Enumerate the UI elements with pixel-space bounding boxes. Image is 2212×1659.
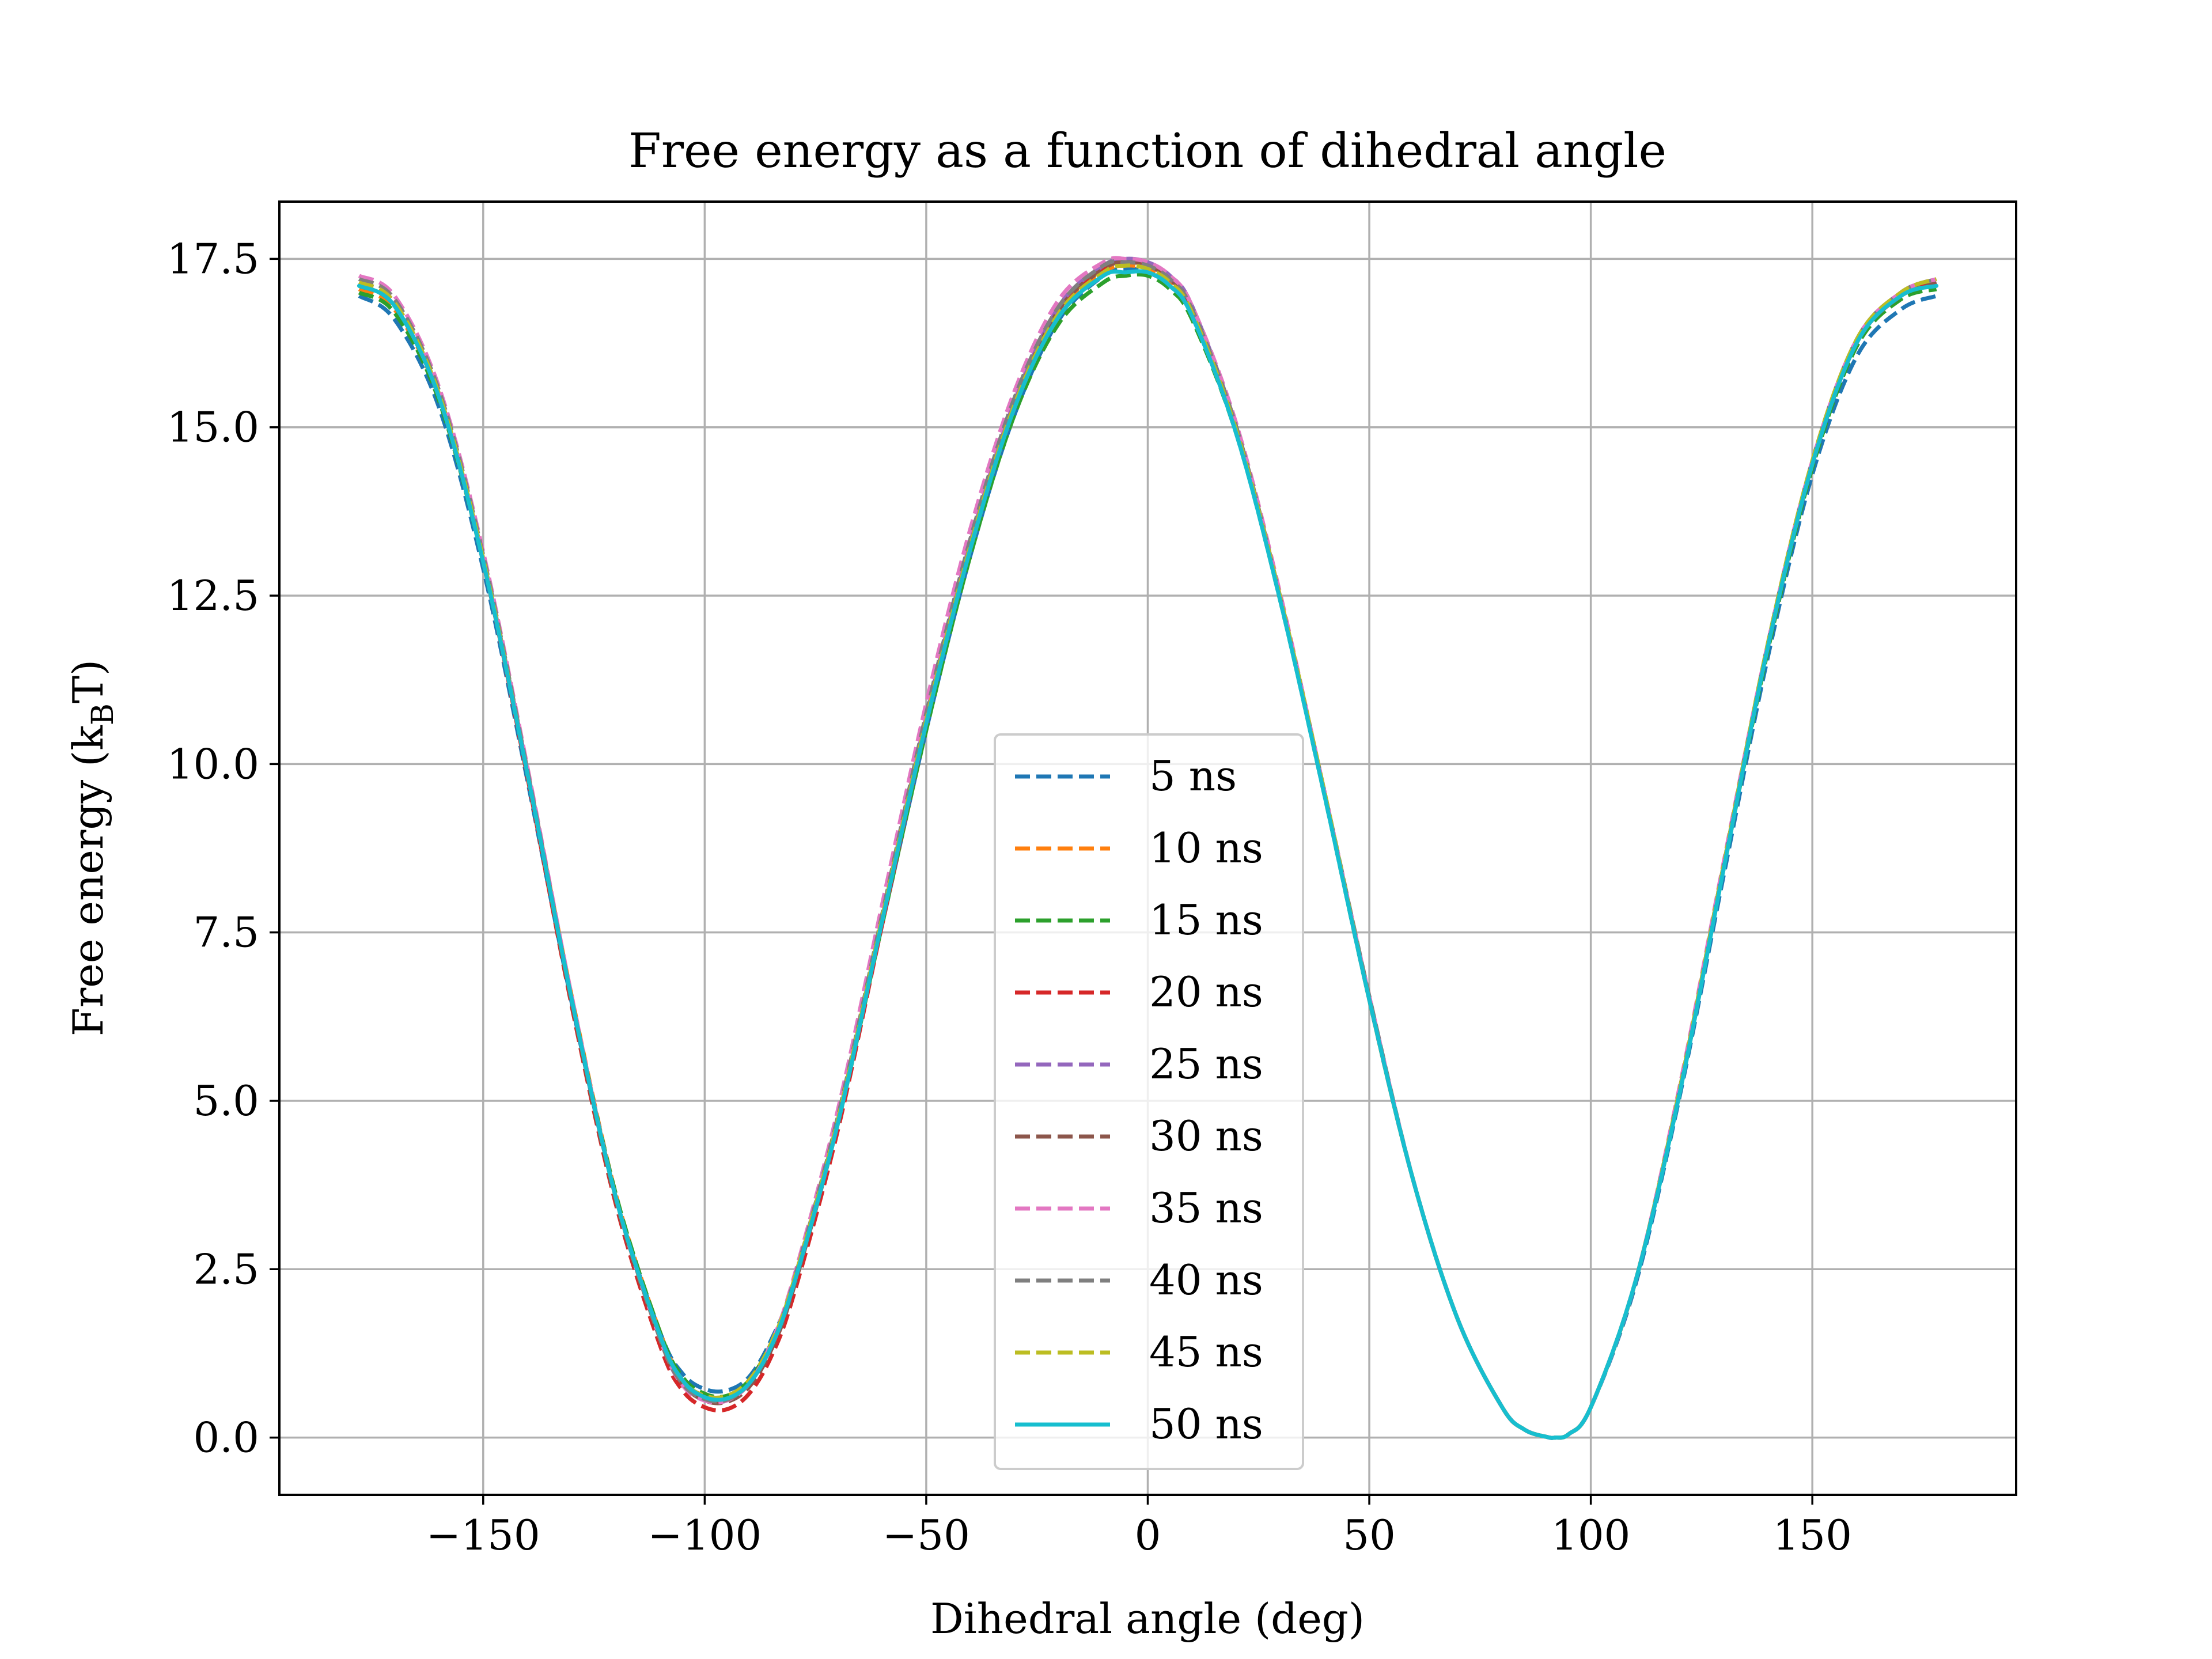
y-tick-label: 7.5 bbox=[193, 908, 259, 957]
y-tick-label: 5.0 bbox=[193, 1077, 259, 1125]
legend-label: 20 ns bbox=[1149, 968, 1263, 1016]
legend-label: 15 ns bbox=[1149, 896, 1263, 944]
legend-label: 30 ns bbox=[1149, 1112, 1263, 1160]
series-line-50-ns bbox=[357, 269, 1939, 1440]
y-axis-label-subscript: B bbox=[86, 703, 120, 725]
x-tick-label: 150 bbox=[1772, 1511, 1851, 1559]
y-tick-label: 17.5 bbox=[167, 234, 259, 283]
x-axis-label: Dihedral angle (deg) bbox=[930, 1594, 1365, 1643]
series-lines bbox=[357, 256, 1939, 1440]
y-axis-label-main: Free energy (k bbox=[64, 725, 112, 1036]
legend-items: 5 ns 10 ns 15 ns 20 ns 25 ns 30 ns 35 ns 40 ns 4… bbox=[1015, 752, 1263, 1448]
x-tick-label: −100 bbox=[647, 1511, 762, 1559]
chart-title: Free energy as a function of dihedral an… bbox=[628, 124, 1666, 179]
legend-box bbox=[994, 733, 1304, 1470]
legend-label: 5 ns bbox=[1149, 752, 1237, 800]
y-tick-label: 2.5 bbox=[193, 1245, 259, 1293]
legend-label: 40 ns bbox=[1149, 1256, 1263, 1304]
y-axis-label-end: T) bbox=[64, 660, 112, 703]
legend-label: 50 ns bbox=[1149, 1400, 1263, 1448]
legend-label: 10 ns bbox=[1149, 824, 1263, 872]
x-axis-ticks: −150 −100 −50 0 50 100 150 bbox=[426, 1495, 1852, 1559]
series-line-40-ns bbox=[358, 259, 1937, 1440]
legend: 5 ns 10 ns 15 ns 20 ns 25 ns 30 ns 35 ns 40 ns 4… bbox=[994, 733, 1304, 1470]
y-axis-label: Free energy (kBT) bbox=[64, 660, 120, 1036]
y-axis-ticks: 0.0 2.5 5.0 7.5 10.0 12.5 15.0 17.5 bbox=[167, 234, 279, 1462]
x-tick-label: 100 bbox=[1551, 1511, 1630, 1559]
y-tick-label: 15.0 bbox=[167, 403, 259, 452]
legend-label: 45 ns bbox=[1149, 1328, 1263, 1376]
y-tick-label: 12.5 bbox=[167, 571, 259, 620]
legend-label: 35 ns bbox=[1149, 1184, 1263, 1232]
x-tick-label: −150 bbox=[426, 1511, 540, 1559]
x-tick-label: 0 bbox=[1135, 1511, 1161, 1559]
y-tick-label: 10.0 bbox=[167, 740, 259, 788]
x-tick-label: −50 bbox=[882, 1511, 970, 1559]
x-tick-label: 50 bbox=[1343, 1511, 1396, 1559]
y-tick-label: 0.0 bbox=[193, 1414, 259, 1462]
legend-label: 25 ns bbox=[1149, 1040, 1263, 1088]
